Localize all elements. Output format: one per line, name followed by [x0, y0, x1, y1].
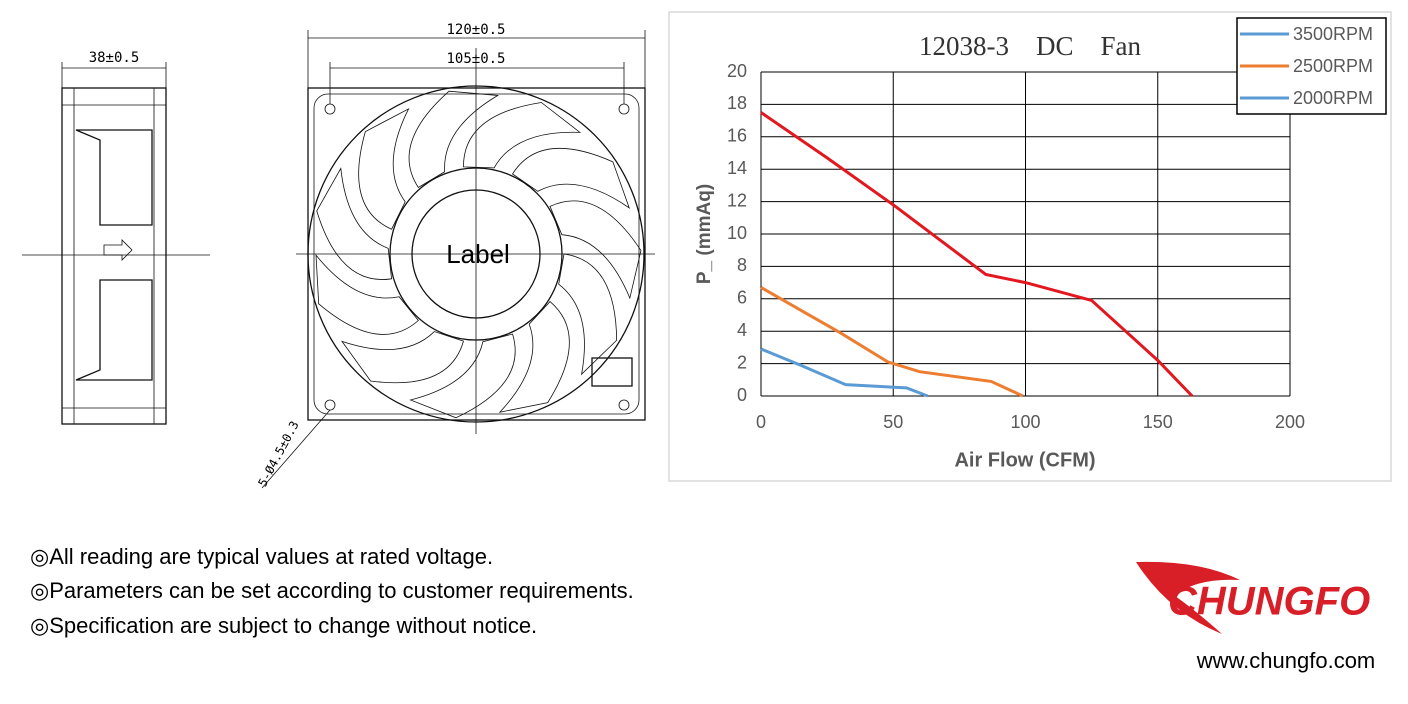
fan-blade: [498, 301, 570, 413]
fan-blade: [340, 331, 464, 384]
fan-blade: [316, 167, 393, 280]
note: ◎Specification are subject to change wit…: [30, 613, 537, 638]
front-view: 120±0.5 105±0.5 Label 5-Ø4.5±0.3: [255, 22, 655, 489]
y-tick-label: 8: [737, 255, 747, 275]
dimension-label: 120±0.5: [446, 22, 505, 38]
y-tick-label: 0: [737, 385, 747, 405]
x-tick-label: 200: [1275, 412, 1305, 432]
fan-blade: [315, 253, 419, 335]
x-tick-label: 50: [883, 412, 903, 432]
x-axis-label: Air Flow (CFM): [954, 449, 1095, 471]
x-tick-label: 0: [756, 412, 766, 432]
note: ◎Parameters can be set according to cust…: [30, 578, 634, 603]
y-axis-label: P_ (mmAq): [694, 184, 715, 284]
y-tick-label: 20: [727, 61, 747, 81]
note: ◎All reading are typical values at rated…: [30, 544, 493, 569]
x-tick-label: 100: [1010, 412, 1040, 432]
fan-blade: [408, 90, 499, 189]
y-tick-label: 10: [727, 223, 747, 243]
fan-blade: [358, 107, 410, 230]
chart-title: 12038-3 DC Fan: [919, 31, 1141, 61]
fan-blade: [409, 333, 516, 419]
y-tick-label: 6: [737, 288, 747, 308]
fan-blade: [558, 253, 618, 376]
chart: 12038-3 DC Fan Air Flow (CFM) P_ (mmAq) …: [694, 17, 1387, 471]
notes: ◎All reading are typical values at rated…: [30, 544, 634, 638]
y-tick-label: 4: [737, 320, 747, 340]
series-line: [760, 347, 929, 398]
logo: CHUNGFO: [1168, 580, 1370, 624]
fan-blade: [512, 147, 631, 209]
series-line: [760, 111, 1194, 398]
legend-label: 2000RPM: [1293, 88, 1373, 108]
series-line: [760, 286, 1024, 398]
y-tick-label: 12: [727, 190, 747, 210]
legend-label: 3500RPM: [1293, 24, 1373, 44]
x-tick-label: 150: [1143, 412, 1173, 432]
logo-swoosh: [1136, 561, 1240, 634]
dimension-label: 38±0.5: [89, 50, 140, 66]
url: www.chungfo.com: [1196, 648, 1376, 673]
y-tick-label: 2: [737, 352, 747, 372]
hub-label: Label: [446, 239, 510, 269]
side-view: 38±0.5: [22, 50, 210, 425]
brand: CHUNGFO www.chungfo.com: [1136, 561, 1376, 673]
fan-blade: [463, 102, 582, 169]
fan-blade: [549, 200, 642, 300]
dimension-label: 105±0.5: [446, 51, 505, 67]
y-tick-label: 14: [727, 158, 747, 178]
legend-label: 2500RPM: [1293, 56, 1373, 76]
dimension-label: 5-Ø4.5±0.3: [255, 419, 301, 489]
y-tick-label: 18: [727, 93, 747, 113]
y-tick-label: 16: [727, 126, 747, 146]
